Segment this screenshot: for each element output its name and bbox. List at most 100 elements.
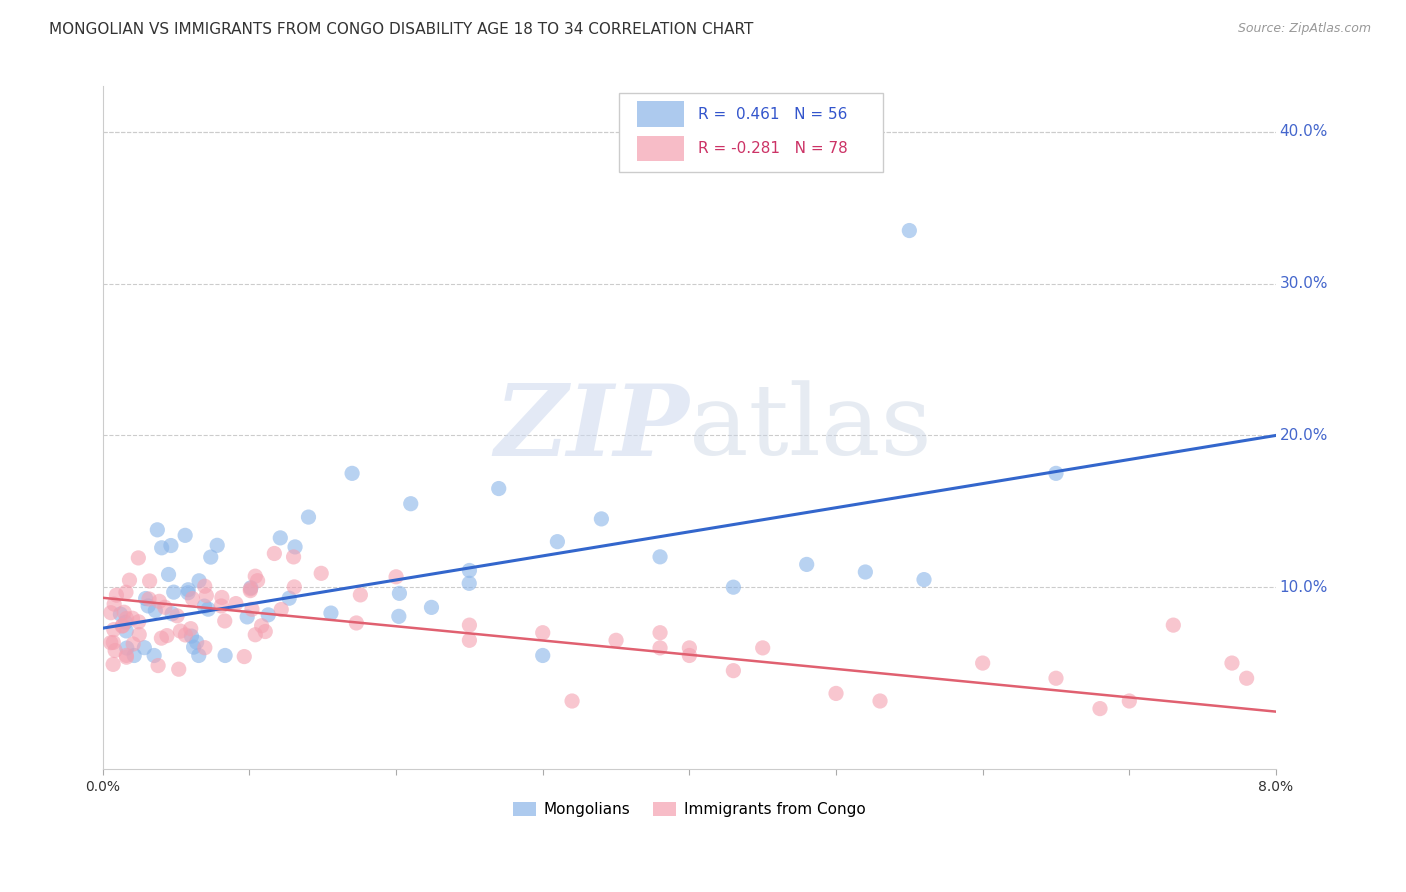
Point bbox=[254, 624, 277, 639]
Legend: Mongolians, Immigrants from Congo: Mongolians, Immigrants from Congo bbox=[508, 796, 872, 823]
Text: R =  0.461   N = 56: R = 0.461 N = 56 bbox=[697, 107, 846, 122]
Point bbox=[103, 597, 125, 611]
Point bbox=[796, 558, 818, 572]
Point bbox=[115, 648, 138, 663]
Point bbox=[138, 574, 160, 588]
Point bbox=[246, 574, 269, 588]
Point bbox=[648, 640, 671, 655]
Point bbox=[157, 567, 180, 582]
Point bbox=[146, 658, 169, 673]
Point bbox=[488, 482, 510, 496]
Point bbox=[240, 602, 263, 616]
Point bbox=[153, 600, 176, 615]
Point bbox=[723, 580, 745, 594]
Point bbox=[121, 611, 143, 625]
Point bbox=[105, 588, 128, 602]
Point bbox=[458, 633, 481, 648]
Point bbox=[236, 610, 259, 624]
Point bbox=[193, 599, 215, 614]
Point bbox=[349, 588, 371, 602]
Text: 10.0%: 10.0% bbox=[1279, 580, 1327, 595]
Point bbox=[188, 574, 211, 588]
Point bbox=[458, 564, 481, 578]
Point bbox=[181, 591, 204, 606]
Point bbox=[263, 547, 285, 561]
Point bbox=[143, 648, 166, 663]
Point bbox=[605, 633, 627, 648]
Point bbox=[284, 540, 307, 554]
Point bbox=[163, 585, 186, 599]
Point bbox=[340, 467, 363, 481]
Point bbox=[1220, 656, 1243, 670]
Point bbox=[115, 585, 138, 599]
Point bbox=[388, 586, 411, 600]
Point bbox=[972, 656, 994, 670]
Point bbox=[751, 640, 773, 655]
Point bbox=[270, 602, 292, 616]
FancyBboxPatch shape bbox=[637, 102, 683, 128]
Point bbox=[214, 614, 236, 628]
Point bbox=[169, 624, 191, 639]
Point bbox=[214, 648, 236, 663]
Point bbox=[869, 694, 891, 708]
Point bbox=[648, 625, 671, 640]
Point bbox=[197, 602, 219, 616]
Point bbox=[143, 603, 166, 617]
Point bbox=[195, 589, 218, 603]
Point bbox=[399, 497, 422, 511]
Point bbox=[245, 569, 267, 583]
Point bbox=[103, 635, 125, 649]
Point bbox=[150, 541, 173, 555]
Point bbox=[138, 591, 160, 606]
Point bbox=[160, 539, 183, 553]
Point bbox=[128, 627, 150, 641]
Text: R = -0.281   N = 78: R = -0.281 N = 78 bbox=[697, 141, 848, 156]
Point bbox=[114, 615, 136, 630]
Point bbox=[122, 648, 145, 663]
Point bbox=[319, 606, 342, 620]
Point bbox=[385, 570, 408, 584]
Point bbox=[344, 615, 367, 630]
Point bbox=[104, 643, 127, 657]
Point bbox=[233, 649, 256, 664]
Point bbox=[166, 608, 188, 623]
Point bbox=[388, 609, 411, 624]
Point bbox=[1163, 618, 1185, 632]
Point bbox=[825, 686, 848, 700]
Point bbox=[118, 573, 141, 587]
Point bbox=[167, 662, 190, 676]
Point bbox=[174, 528, 197, 542]
Point bbox=[278, 591, 301, 606]
Text: ZIP: ZIP bbox=[495, 380, 689, 476]
Point bbox=[420, 600, 443, 615]
Point bbox=[111, 618, 134, 632]
Point bbox=[1118, 694, 1140, 708]
Point bbox=[458, 618, 481, 632]
Point bbox=[128, 615, 150, 629]
Point bbox=[912, 573, 935, 587]
Point bbox=[648, 549, 671, 564]
Point bbox=[853, 565, 876, 579]
Point bbox=[283, 580, 305, 594]
Point bbox=[458, 576, 481, 591]
Point bbox=[160, 607, 183, 621]
Point bbox=[531, 625, 554, 640]
Text: 20.0%: 20.0% bbox=[1279, 428, 1327, 443]
Point bbox=[898, 223, 921, 237]
Point bbox=[239, 582, 262, 596]
Point bbox=[194, 640, 217, 655]
Point bbox=[100, 635, 122, 649]
Point bbox=[309, 566, 332, 581]
Point bbox=[546, 534, 568, 549]
Point bbox=[269, 531, 291, 545]
Point bbox=[186, 635, 208, 649]
Point bbox=[239, 581, 262, 595]
Point bbox=[1045, 467, 1067, 481]
Point bbox=[136, 599, 159, 613]
Point bbox=[156, 629, 179, 643]
Point bbox=[257, 607, 280, 622]
Point bbox=[177, 586, 200, 600]
Point bbox=[111, 619, 134, 633]
Point bbox=[122, 637, 145, 651]
Point bbox=[239, 583, 262, 598]
